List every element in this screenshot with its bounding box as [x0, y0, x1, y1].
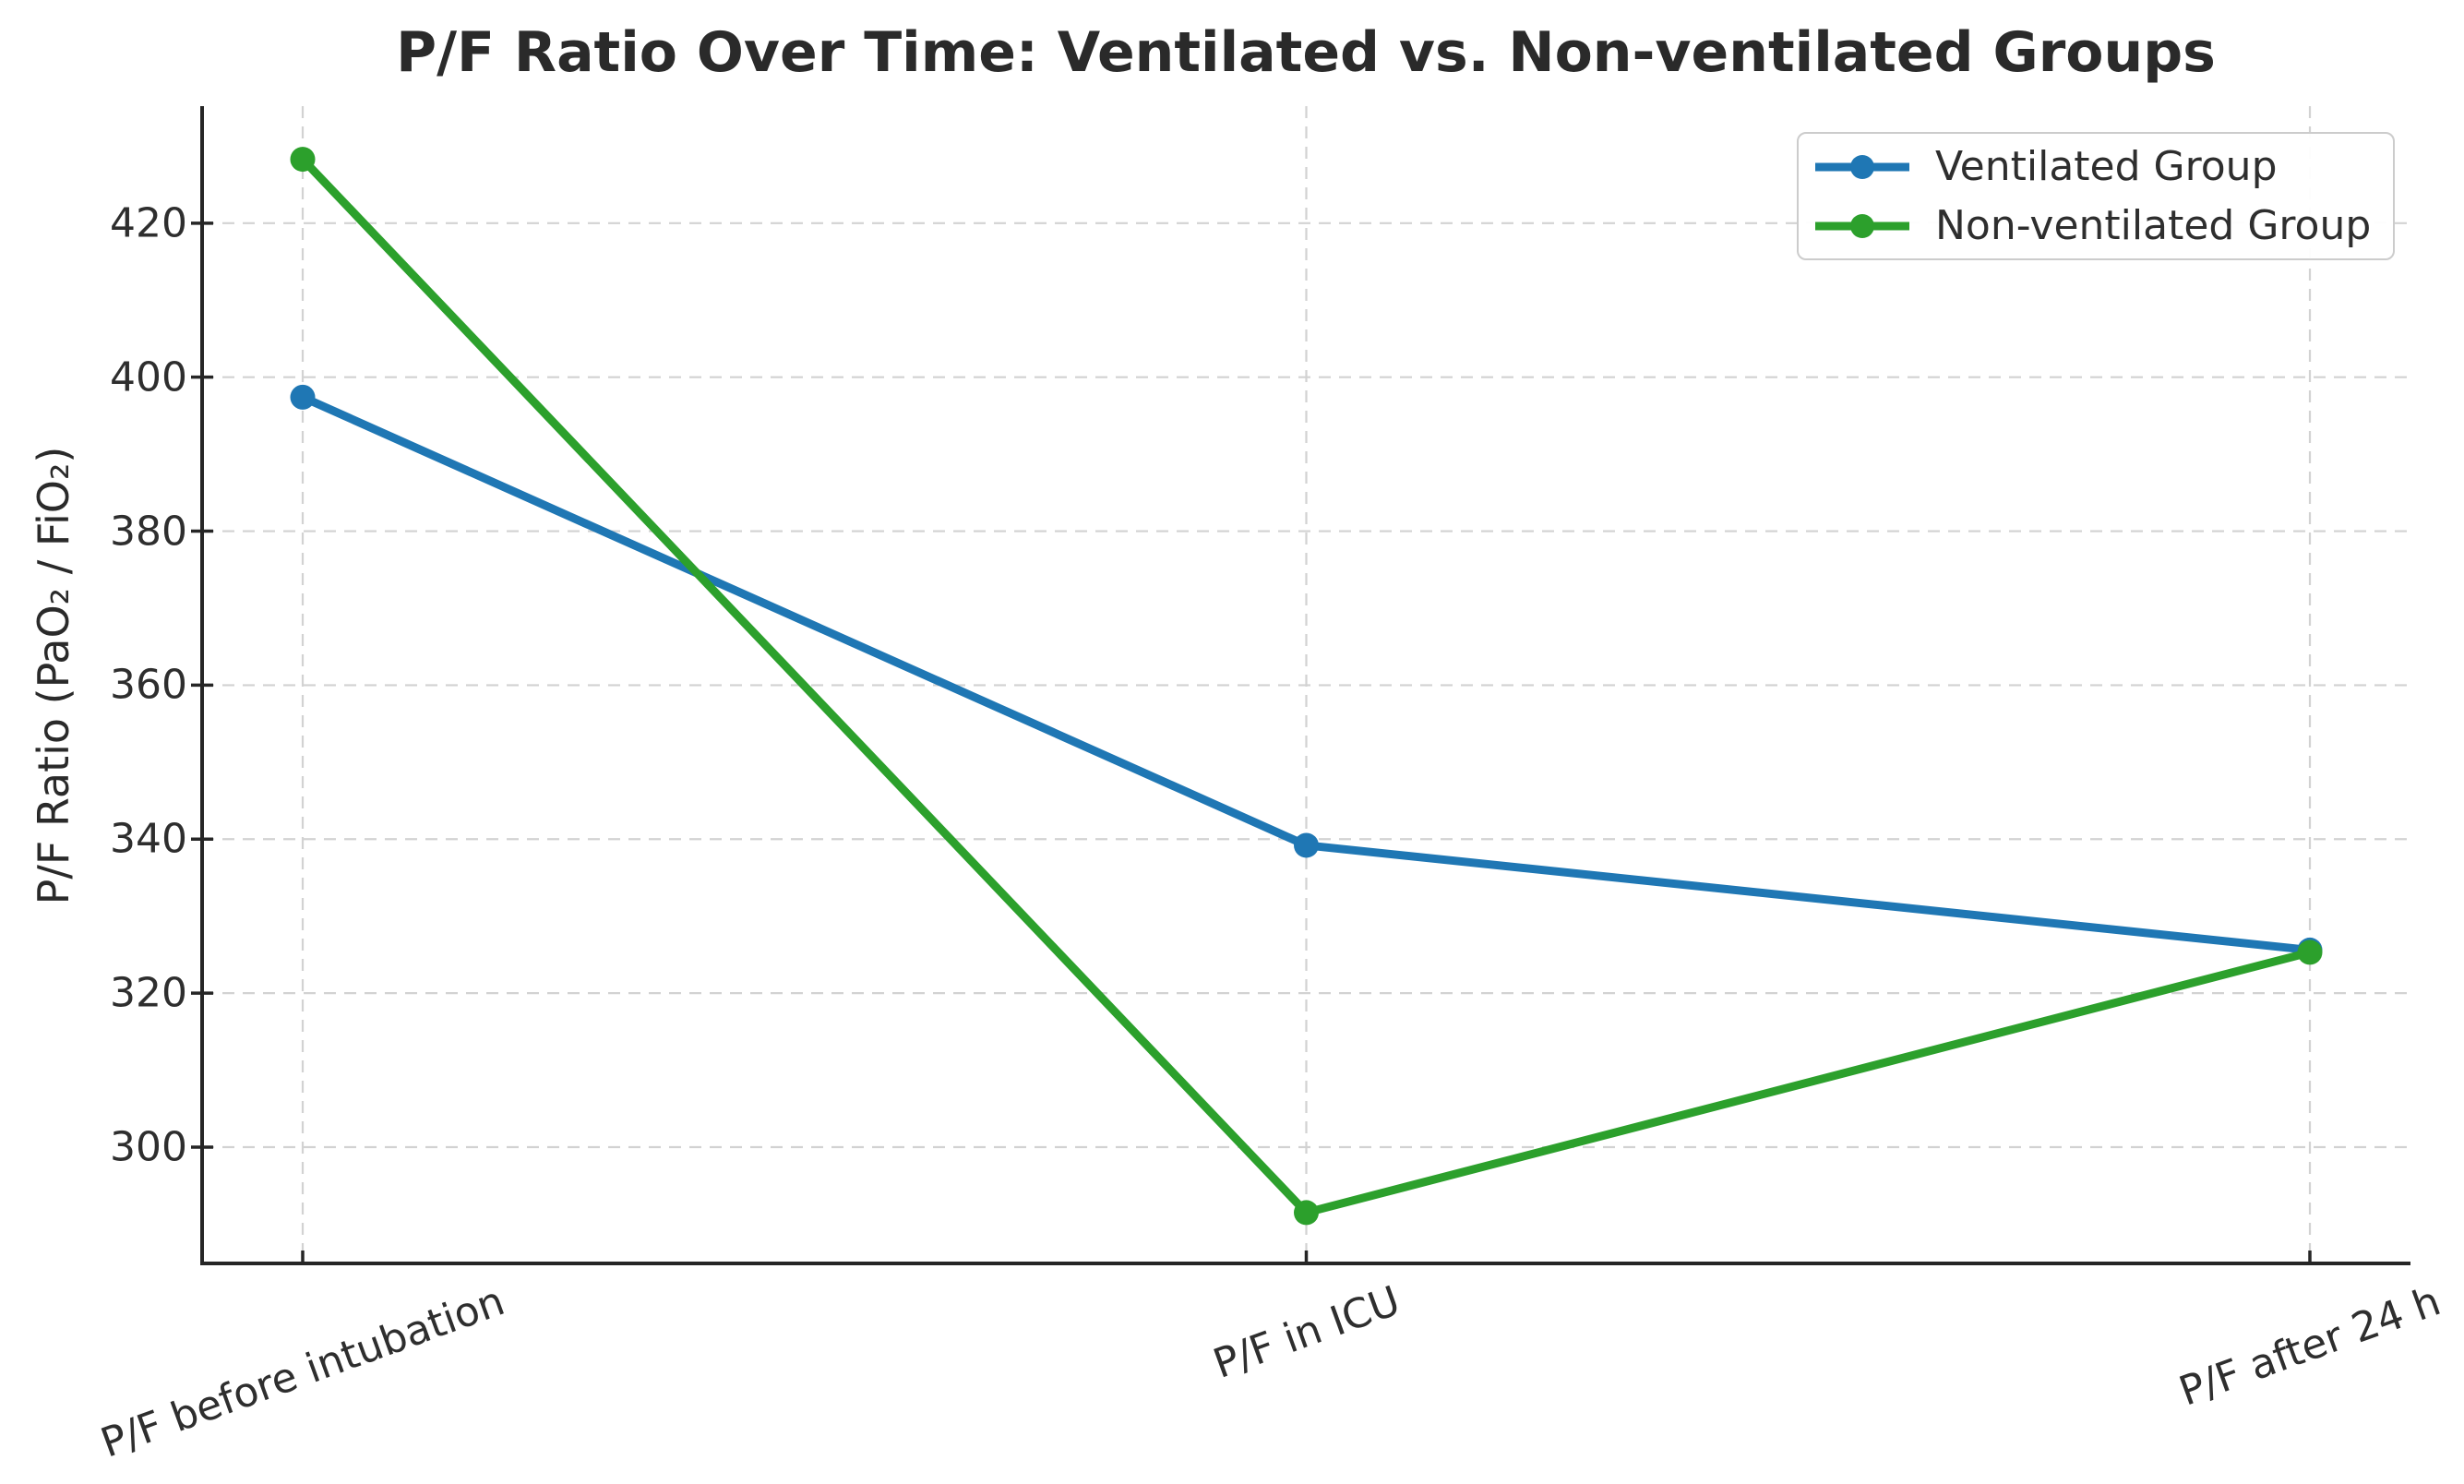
chart-title: P/F Ratio Over Time: Ventilated vs. Non-… — [396, 20, 2216, 85]
y-tick-label: 400 — [110, 353, 187, 401]
legend-item-non-ventilated: Non-ventilated Group — [1812, 197, 2393, 256]
legend: Ventilated Group Non-ventilated Group — [1797, 132, 2395, 260]
y-tick-label: 300 — [110, 1123, 187, 1171]
y-tick-label: 380 — [110, 508, 187, 556]
legend-line-marker-icon — [1815, 213, 1909, 238]
y-tick-label: 360 — [110, 661, 187, 709]
y-tick-label: 420 — [110, 199, 187, 247]
legend-label-ventilated: Ventilated Group — [1935, 143, 2278, 190]
legend-label-non-ventilated: Non-ventilated Group — [1935, 202, 2372, 249]
y-tick-label: 320 — [110, 969, 187, 1017]
legend-item-ventilated: Ventilated Group — [1812, 138, 2393, 197]
y-axis-label: P/F Ratio (PaO₂ / FiO₂) — [29, 446, 78, 905]
legend-line-marker-icon — [1815, 154, 1909, 179]
y-tick-label: 340 — [110, 815, 187, 863]
